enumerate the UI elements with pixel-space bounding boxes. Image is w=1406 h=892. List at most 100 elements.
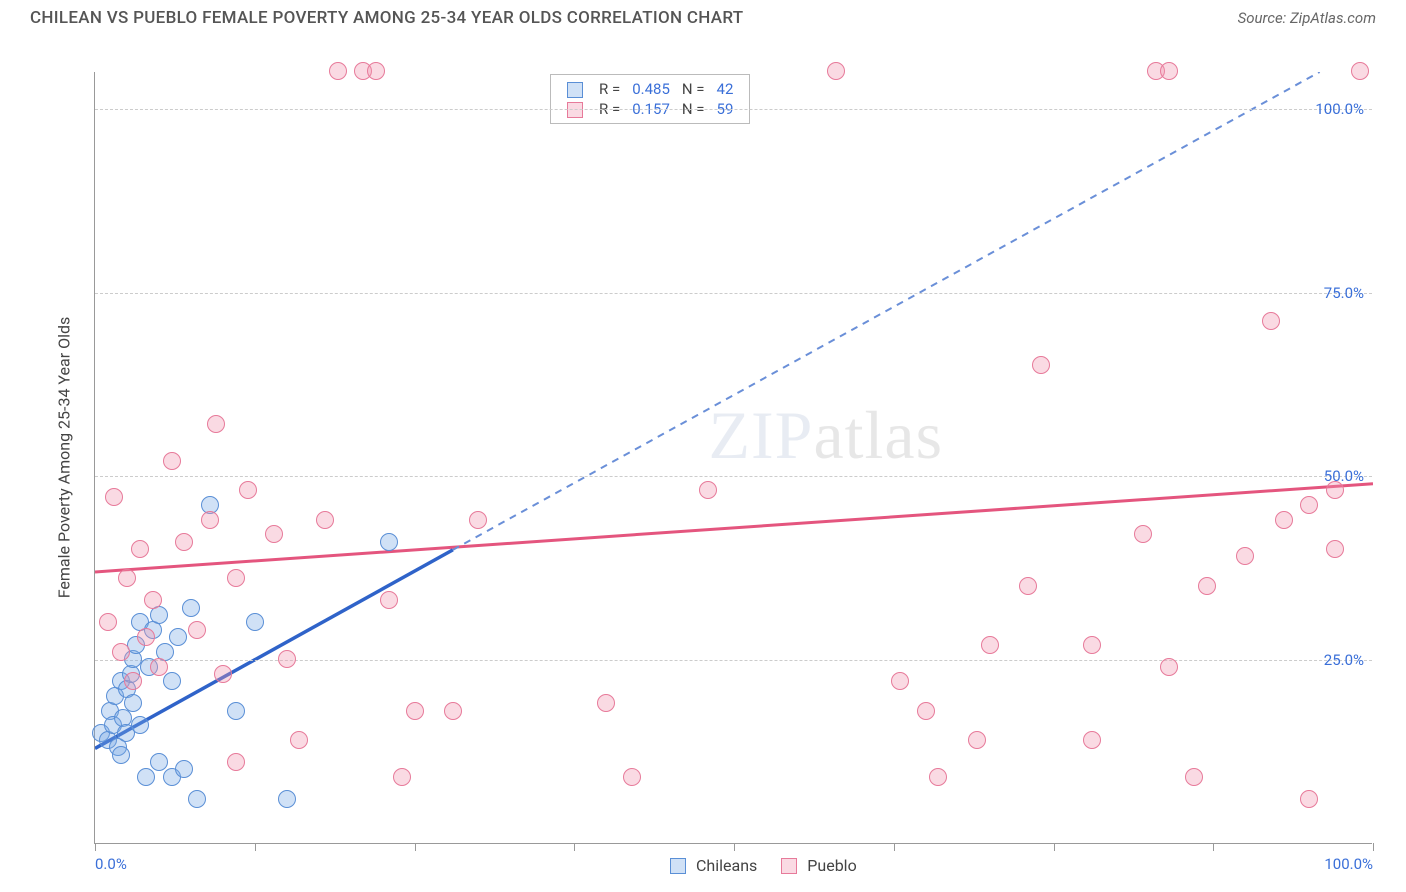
scatter-point <box>1236 547 1254 565</box>
scatter-point <box>1083 636 1101 654</box>
scatter-point <box>1198 577 1216 595</box>
scatter-point <box>699 481 717 499</box>
xtick <box>415 843 416 851</box>
scatter-point <box>124 694 142 712</box>
ytick-label: 75.0% <box>1324 284 1364 302</box>
watermark: ZIPatlas <box>708 396 943 475</box>
scatter-point <box>137 768 155 786</box>
legend-r-value-chileans: 0.485 <box>626 79 676 99</box>
gridline <box>95 293 1372 294</box>
scatter-point <box>112 643 130 661</box>
legend-row-chileans: R = 0.485 N = 42 <box>561 79 739 99</box>
chart-title: CHILEAN VS PUEBLO FEMALE POVERTY AMONG 2… <box>30 8 743 28</box>
scatter-point <box>393 768 411 786</box>
scatter-point <box>968 731 986 749</box>
scatter-point <box>150 658 168 676</box>
scatter-point <box>131 716 149 734</box>
scatter-point <box>1083 731 1101 749</box>
scatter-point <box>144 591 162 609</box>
legend-n-value-chileans: 42 <box>711 79 740 99</box>
gridline <box>95 476 1372 477</box>
scatter-point <box>1275 511 1293 529</box>
scatter-point <box>367 62 385 80</box>
scatter-point <box>163 452 181 470</box>
legend-item-pueblo: Pueblo <box>781 856 856 875</box>
legend-series: Chileans Pueblo <box>670 856 857 875</box>
scatter-point <box>278 790 296 808</box>
xtick <box>734 843 735 851</box>
xtick <box>894 843 895 851</box>
scatter-point <box>201 511 219 529</box>
scatter-point <box>131 540 149 558</box>
scatter-point <box>981 636 999 654</box>
ytick-label: 25.0% <box>1324 651 1364 669</box>
legend-label-pueblo: Pueblo <box>807 856 856 875</box>
xtick <box>1373 843 1374 851</box>
scatter-point <box>150 753 168 771</box>
scatter-point <box>623 768 641 786</box>
scatter-point <box>290 731 308 749</box>
scatter-point <box>175 760 193 778</box>
scatter-point <box>1160 62 1178 80</box>
scatter-point <box>929 768 947 786</box>
scatter-point <box>1134 525 1152 543</box>
plot-area: R = 0.485 N = 42 R = 0.157 N = 59 ZIPatl… <box>94 72 1372 844</box>
scatter-point <box>182 599 200 617</box>
scatter-point <box>1326 540 1344 558</box>
scatter-point <box>124 672 142 690</box>
xtick-label: 100.0% <box>1324 855 1373 873</box>
scatter-point <box>1032 356 1050 374</box>
scatter-point <box>175 533 193 551</box>
scatter-point <box>1160 658 1178 676</box>
scatter-point <box>239 481 257 499</box>
legend-n-label: N = <box>676 79 711 99</box>
scatter-point <box>207 415 225 433</box>
scatter-point <box>227 702 245 720</box>
legend-swatch-pueblo <box>781 858 797 874</box>
scatter-point <box>380 533 398 551</box>
scatter-point <box>188 790 206 808</box>
scatter-point <box>1300 790 1318 808</box>
scatter-point <box>227 753 245 771</box>
legend-swatch-pueblo <box>567 102 583 118</box>
scatter-point <box>1326 481 1344 499</box>
source-label: Source: ZipAtlas.com <box>1238 9 1376 27</box>
legend-label-chileans: Chileans <box>696 856 757 875</box>
legend-swatch-chileans <box>567 82 583 98</box>
scatter-point <box>214 665 232 683</box>
ytick-label: 100.0% <box>1315 100 1364 118</box>
scatter-point <box>444 702 462 720</box>
scatter-point <box>112 746 130 764</box>
scatter-point <box>118 569 136 587</box>
scatter-point <box>1262 312 1280 330</box>
gridline <box>95 109 1372 110</box>
scatter-point <box>1019 577 1037 595</box>
scatter-point <box>105 488 123 506</box>
scatter-point <box>380 591 398 609</box>
legend-r-label: R = <box>593 79 626 99</box>
scatter-point <box>329 62 347 80</box>
xtick <box>95 843 96 851</box>
scatter-point <box>917 702 935 720</box>
scatter-point <box>169 628 187 646</box>
scatter-point <box>597 694 615 712</box>
scatter-point <box>1351 62 1369 80</box>
xtick-label: 0.0% <box>95 855 127 873</box>
scatter-point <box>188 621 206 639</box>
scatter-point <box>99 613 117 631</box>
scatter-point <box>278 650 296 668</box>
y-axis-label: Female Poverty Among 25-34 Year Olds <box>55 108 74 808</box>
xtick <box>1054 843 1055 851</box>
legend-swatch-chileans <box>670 858 686 874</box>
scatter-point <box>246 613 264 631</box>
scatter-point <box>137 628 155 646</box>
scatter-point <box>891 672 909 690</box>
scatter-point <box>406 702 424 720</box>
scatter-point <box>316 511 334 529</box>
scatter-point <box>1300 496 1318 514</box>
scatter-point <box>1185 768 1203 786</box>
scatter-point <box>265 525 283 543</box>
legend-item-chileans: Chileans <box>670 856 757 875</box>
scatter-point <box>827 62 845 80</box>
legend-correlation-box: R = 0.485 N = 42 R = 0.157 N = 59 <box>550 74 750 124</box>
